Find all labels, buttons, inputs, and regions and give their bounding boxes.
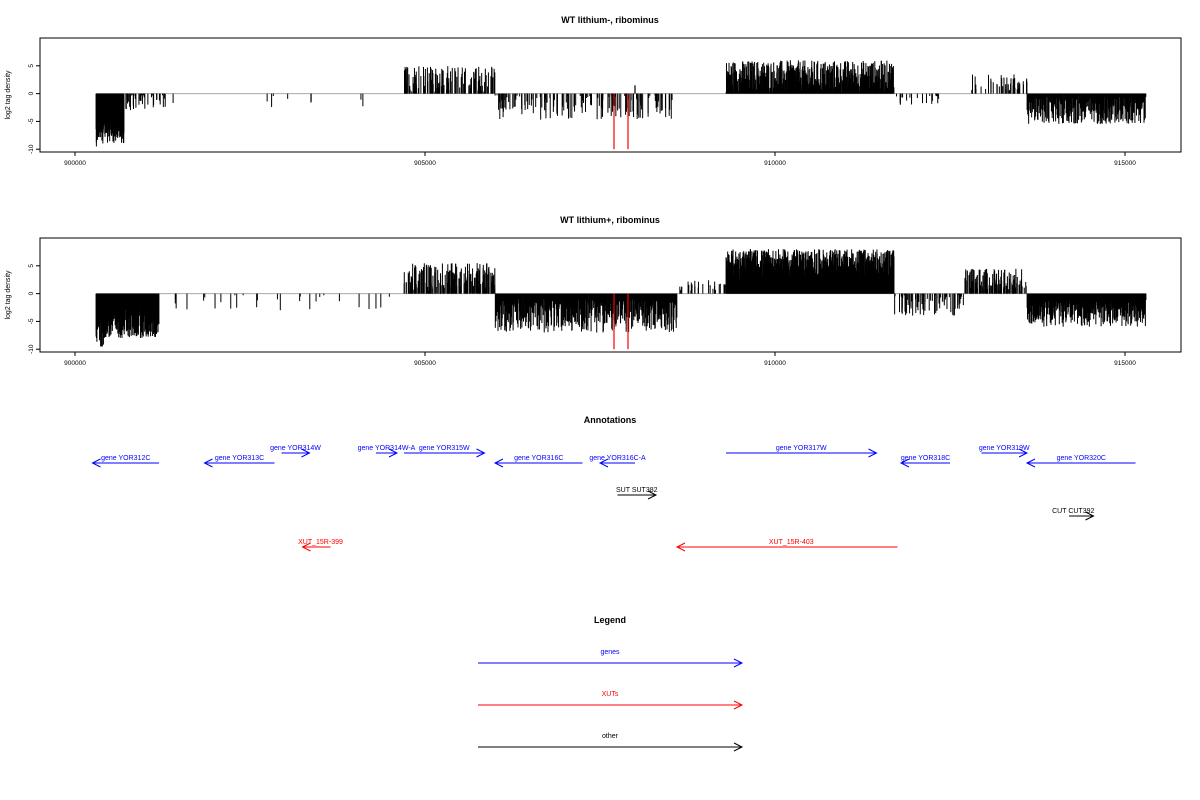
x-tick-label: 905000 (414, 160, 436, 167)
coverage-bars (95, 60, 1147, 150)
x-axis: 900000 905000 910000 915000 (64, 152, 1136, 167)
annotation-label: gene YOR316C-A (589, 455, 646, 462)
y-tick-label: -5 (28, 318, 35, 324)
gene-arrow (281, 448, 311, 458)
x-tick-label: 900000 (64, 360, 86, 367)
y-tick-label: 0 (28, 91, 35, 95)
gene-arrow-head (388, 448, 399, 458)
x-tick-label: 900000 (64, 160, 86, 167)
xut-arrow-head (675, 542, 686, 552)
x-tick-label: 915000 (1114, 160, 1136, 167)
legend-items: genes XUTs other (478, 649, 744, 752)
gene-arrow-head (868, 448, 878, 458)
x-tick-label: 910000 (764, 160, 786, 167)
gene-arrow-head (301, 448, 311, 458)
coverage-bars (95, 249, 1147, 350)
gene-arrow (598, 458, 635, 468)
y-axis-label: log2 tag density (5, 270, 12, 320)
legend-label: genes (600, 649, 620, 656)
annotation-label: XUT_15R-403 (769, 539, 814, 546)
x-tick-label: 915000 (1114, 360, 1136, 367)
legend-label: other (602, 733, 619, 740)
xut-arrow-head (301, 542, 311, 552)
legend-label: XUTs (602, 691, 619, 698)
gene-arrow-head (91, 458, 101, 468)
xut-arrow (675, 542, 898, 552)
y-axis: -10 -5 0 5 (28, 64, 40, 154)
sut-arrow (617, 490, 658, 500)
coverage-panel-lithium-minus: WT lithium-, ribominus log2 tag density … (5, 15, 1182, 167)
annotation-track: Annotations gene YOR312C gene YOR313Cgene… (91, 415, 1136, 552)
legend: Legend genes XUTs other (478, 615, 744, 752)
cut-arrow (1069, 511, 1095, 521)
annotation-label: CUT CUT392 (1052, 508, 1094, 515)
coverage-panel-lithium-plus: WT lithium+, ribominus log2 tag density … (5, 215, 1182, 367)
panel-title: WT lithium-, ribominus (561, 15, 659, 25)
xut-arrow (301, 542, 331, 552)
gene-arrow-head (476, 448, 486, 458)
gene-arrow (981, 448, 1029, 458)
y-tick-label: 0 (28, 291, 35, 295)
annotation-label: gene YOR319W (979, 445, 1030, 452)
legend-title: Legend (594, 615, 626, 625)
annotation-label: gene YOR317W (776, 445, 827, 452)
annotation-features: gene YOR312C gene YOR313C gene YOR314W gene… (91, 445, 1136, 552)
panel-title: WT lithium+, ribominus (560, 215, 660, 225)
sut-arrow-head (647, 490, 658, 500)
x-axis: 900000 905000 910000 915000 (64, 352, 1136, 367)
annotation-label: gene YOR318C (901, 455, 950, 462)
y-tick-label: 5 (28, 64, 35, 68)
gene-arrow-head (1025, 458, 1036, 468)
gene-arrow (899, 458, 950, 468)
gene-arrow-head (899, 458, 910, 468)
legend-arrow-genes (478, 658, 744, 668)
annotation-label: SUT SUT382 (616, 487, 658, 494)
gene-arrow (726, 448, 878, 458)
annotation-label: gene YOR315W (419, 445, 470, 452)
y-tick-label: -10 (28, 344, 35, 354)
annotation-label: gene YOR314W-A (358, 445, 416, 452)
gene-arrow-head (1018, 448, 1029, 458)
y-axis-label: log2 tag density (5, 70, 12, 120)
annotation-label: gene YOR312C (101, 455, 150, 462)
legend-arrow-genes-head (733, 658, 744, 668)
gene-arrow-head (493, 458, 504, 468)
annotation-label: gene YOR320C (1057, 455, 1106, 462)
gene-arrow-head (598, 458, 609, 468)
legend-arrow-xuts-head (733, 700, 744, 710)
y-tick-label: -5 (28, 118, 35, 124)
x-tick-label: 905000 (414, 360, 436, 367)
annotations-title: Annotations (584, 415, 637, 425)
plot-frame (39, 237, 1182, 353)
gene-arrow (404, 448, 486, 458)
plot-frame (39, 37, 1182, 153)
gene-arrow (1025, 458, 1136, 468)
annotation-label: gene YOR313C (215, 455, 264, 462)
annotation-label: XUT_15R-399 (298, 539, 343, 546)
annotation-label: gene YOR316C (514, 455, 563, 462)
gene-arrow-head (203, 458, 213, 468)
gene-arrow (376, 448, 399, 458)
gene-arrow (203, 458, 275, 468)
gene-arrow (91, 458, 159, 468)
legend-arrow-other (478, 742, 744, 752)
cut-arrow-head (1085, 511, 1095, 521)
legend-arrow-other-head (733, 742, 744, 752)
legend-arrow-xuts (478, 700, 744, 710)
y-tick-label: 5 (28, 264, 35, 268)
annotation-label: gene YOR314W (270, 445, 321, 452)
y-tick-label: -10 (28, 144, 35, 154)
gene-arrow (493, 458, 583, 468)
x-tick-label: 910000 (764, 360, 786, 367)
y-axis: -10 -5 0 5 (28, 264, 40, 354)
